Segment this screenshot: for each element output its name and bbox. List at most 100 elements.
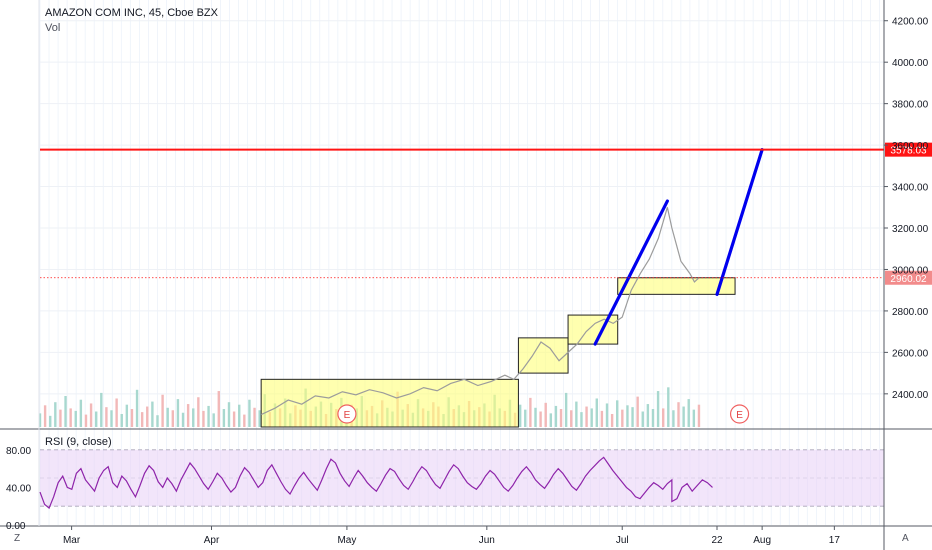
volume-bar [151, 401, 154, 427]
time-tick-label: Jul [616, 535, 629, 546]
volume-bar [595, 398, 598, 427]
rsi-tick-label: 80.00 [6, 446, 31, 457]
earnings-marker-label: E [344, 410, 351, 421]
price-tick-label: 2600.00 [892, 348, 929, 359]
time-tick-label: Jun [479, 535, 495, 546]
volume-label[interactable]: Vol [45, 22, 61, 34]
volume-bar [69, 408, 72, 427]
volume-bar [94, 411, 98, 427]
volume-bar [79, 399, 83, 427]
volume-bar [192, 408, 195, 427]
price-series [260, 207, 700, 416]
volume-bar [626, 405, 629, 427]
volume-bar [590, 408, 593, 427]
volume-bar [222, 409, 226, 427]
volume-bar [43, 405, 47, 427]
volume-bar [600, 410, 604, 427]
target-level-badge [885, 142, 932, 157]
time-tick-label: Aug [753, 535, 771, 546]
earnings-marker-label: E [736, 410, 743, 421]
price-tick-label: 3800.00 [892, 100, 929, 111]
price-tick-label: 4200.00 [892, 17, 929, 28]
price-tick-label: 2800.00 [892, 307, 929, 318]
volume-bar [631, 407, 634, 427]
volume-bar [135, 389, 139, 427]
rsi-tick-label: 40.00 [6, 483, 31, 494]
volume-bar [621, 409, 624, 427]
volume-bar [212, 413, 215, 427]
rsi-tick-label: 0.00 [6, 521, 26, 532]
volume-bar [697, 404, 701, 427]
volume-bar [667, 387, 670, 427]
trend-line [593, 199, 669, 346]
volume-bar [605, 403, 609, 427]
price-tick-label: 4000.00 [892, 58, 929, 69]
volume-bar [248, 399, 251, 427]
price-tick-label: 3400.00 [892, 183, 929, 194]
time-tick-label: May [337, 535, 356, 546]
volume-bar [651, 409, 655, 427]
volume-bar [74, 410, 77, 427]
volume-bar [258, 410, 261, 427]
volume-bar [518, 404, 522, 427]
volume-bar [89, 403, 93, 427]
volume-bar [646, 404, 650, 427]
volume-bar [534, 407, 537, 427]
volume-bar [559, 409, 563, 427]
volume-bar [539, 411, 542, 427]
volume-bar [59, 409, 62, 427]
volume-bar [227, 402, 231, 427]
auto-scale-button[interactable]: A [902, 533, 909, 544]
volume-bar [186, 404, 190, 427]
volume-bar [554, 405, 558, 427]
volume-bar [549, 413, 553, 427]
volume-bar [49, 415, 52, 427]
volume-bar [585, 406, 588, 427]
volume-bar [610, 413, 614, 427]
volume-bar [181, 412, 185, 427]
time-tick-label: Mar [63, 535, 81, 546]
volume-bar [115, 398, 118, 427]
volume-bar [672, 410, 675, 427]
volume-bar [207, 405, 210, 427]
time-tick-label: Apr [204, 535, 220, 546]
volume-bar [171, 410, 175, 427]
rsi-label[interactable]: RSI (9, close) [45, 436, 112, 448]
volume-bar [232, 411, 236, 427]
volume-bar [125, 404, 129, 427]
volume-bar [38, 413, 42, 427]
volume-bar [161, 394, 164, 427]
volume-bar [105, 407, 108, 427]
price-tick-label: 3000.00 [892, 265, 929, 276]
symbol-title[interactable]: AMAZON COM INC, 45, Cboe BZX [45, 7, 218, 19]
trend-line [715, 148, 764, 296]
volume-bar [84, 414, 88, 427]
volume-bar [570, 410, 573, 427]
volume-bar [641, 411, 644, 427]
volume-bar [64, 396, 67, 427]
volume-bar [524, 409, 527, 427]
volume-bar [100, 392, 103, 427]
volume-bar [140, 412, 144, 427]
rsi-line [39, 456, 713, 510]
volume-bar [656, 391, 660, 427]
volume-bar [616, 400, 619, 427]
volume-bar [544, 402, 547, 427]
trend-lines [593, 148, 764, 346]
volume-bar [166, 407, 169, 427]
volume-bar [130, 409, 134, 427]
volume-bar [580, 412, 583, 427]
volume-bar [120, 413, 123, 427]
volume-bar [692, 409, 696, 427]
volume-bar [110, 410, 113, 427]
volume-bar [661, 408, 665, 427]
last-price-badge [885, 270, 932, 285]
volume-bar [176, 399, 180, 427]
zoom-corner-button[interactable]: Z [14, 533, 21, 544]
rsi-panel [0, 428, 932, 510]
volume-bar [564, 392, 568, 427]
volume-bar [243, 414, 246, 427]
volume-bar [202, 410, 205, 427]
